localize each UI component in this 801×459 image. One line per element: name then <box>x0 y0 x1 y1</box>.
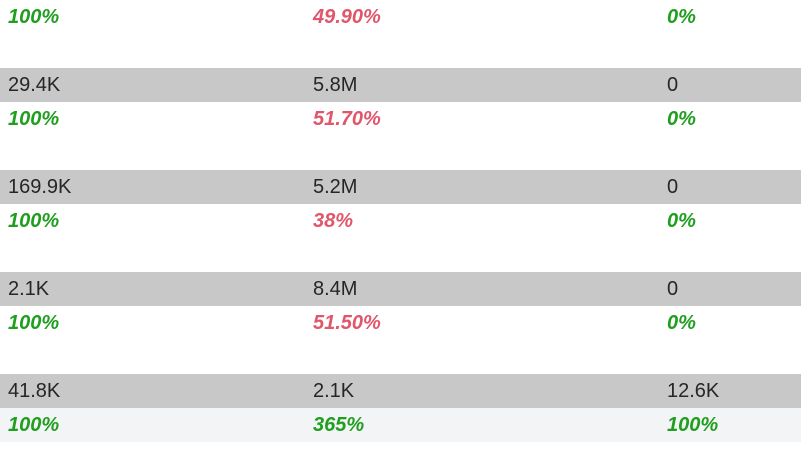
cell-col1-percent[interactable]: 100% <box>8 6 60 28</box>
cell-col3-percent[interactable]: 0% <box>667 312 696 334</box>
cell-col3-value[interactable]: 0 <box>667 74 679 96</box>
cell-col2-percent[interactable]: 51.50% <box>313 312 381 334</box>
cell-col1-percent[interactable]: 100% <box>8 210 60 232</box>
cell-col3-value[interactable]: 0 <box>667 176 679 198</box>
cell-col2-value[interactable]: 8.4M <box>313 278 358 300</box>
cell-col1-percent[interactable]: 100% <box>8 108 60 130</box>
table-row-empty[interactable] <box>0 34 801 68</box>
table-row-percent[interactable]: 100% 51.70% 0% <box>0 102 801 136</box>
cell-col3-percent[interactable]: 100% <box>667 414 719 436</box>
cell-col2-value[interactable]: 2.1K <box>313 380 355 402</box>
table-row-percent[interactable]: 100% 38% 0% <box>0 204 801 238</box>
cell-col3-value[interactable]: 0 <box>667 278 679 300</box>
cell-col1-value[interactable]: 2.1K <box>8 278 50 300</box>
cell-col2-percent[interactable]: 365% <box>313 414 365 436</box>
table-row-values[interactable]: 2.1K 8.4M 0 <box>0 272 801 306</box>
table-row-empty[interactable] <box>0 340 801 374</box>
table-row-percent[interactable]: 100% 51.50% 0% <box>0 306 801 340</box>
cell-col1-percent[interactable]: 100% <box>8 312 60 334</box>
cell-col3-percent[interactable]: 0% <box>667 108 696 130</box>
cell-col2-percent[interactable]: 49.90% <box>313 6 381 28</box>
cell-col2-value[interactable]: 5.8M <box>313 74 358 96</box>
cell-col1-value[interactable]: 29.4K <box>8 74 61 96</box>
cell-col3-value[interactable]: 12.6K <box>667 380 720 402</box>
table-row-empty[interactable] <box>0 136 801 170</box>
cell-col3-percent[interactable]: 0% <box>667 6 696 28</box>
cell-col2-percent[interactable]: 38% <box>313 210 354 232</box>
cell-col3-percent[interactable]: 0% <box>667 210 696 232</box>
cell-col2-percent[interactable]: 51.70% <box>313 108 381 130</box>
table-row-values[interactable]: 41.8K 2.1K 12.6K <box>0 374 801 408</box>
cell-col1-percent[interactable]: 100% <box>8 414 60 436</box>
cell-col1-value[interactable]: 41.8K <box>8 380 61 402</box>
table-row-values[interactable]: 29.4K 5.8M 0 <box>0 68 801 102</box>
table-row-percent[interactable]: 100% 365% 100% <box>0 408 801 442</box>
table-row-percent[interactable]: 100% 49.90% 0% <box>0 0 801 34</box>
cell-col2-value[interactable]: 5.2M <box>313 176 358 198</box>
table-row-empty[interactable] <box>0 238 801 272</box>
table-row-empty[interactable] <box>0 442 801 459</box>
table-row-values[interactable]: 169.9K 5.2M 0 <box>0 170 801 204</box>
cell-col1-value[interactable]: 169.9K <box>8 176 72 198</box>
